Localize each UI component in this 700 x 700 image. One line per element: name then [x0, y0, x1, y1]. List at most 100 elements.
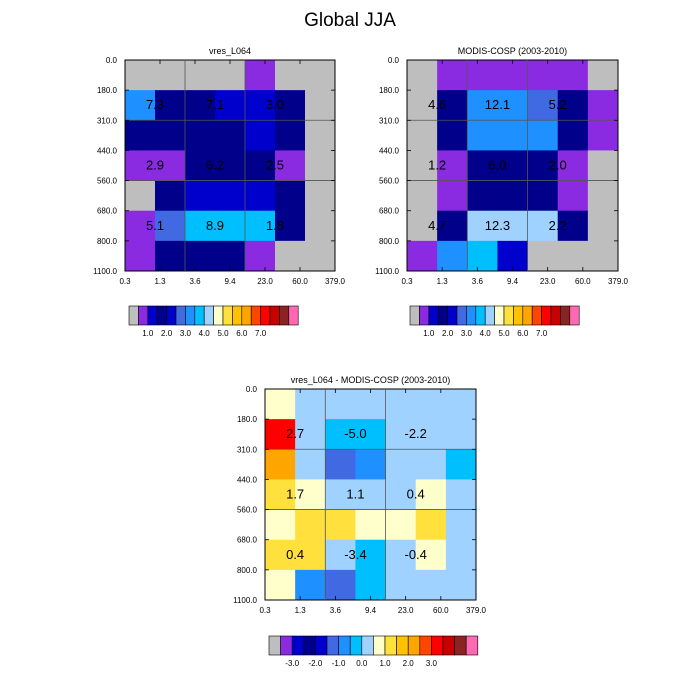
heatmap-cell: [295, 509, 326, 541]
heatmap-cell: [325, 539, 356, 571]
heatmap-cell: [445, 569, 477, 601]
heatmap-cell: [467, 120, 498, 151]
heatmap-cell: [215, 240, 246, 272]
heatmap-cell: [185, 150, 216, 181]
heatmap-cell: [415, 449, 447, 480]
heatmap-cell: [445, 389, 477, 420]
x-tick-label: 3.6: [189, 277, 201, 286]
x-tick-label: 60.0: [433, 606, 449, 615]
colorbar-swatch: [156, 305, 167, 326]
value-label: 7.3: [146, 97, 164, 112]
colorbar-swatch: [396, 635, 409, 656]
colorbar-swatch: [522, 305, 533, 326]
heatmap-cell: [295, 449, 326, 480]
panel-title: vres_L064: [209, 46, 251, 56]
heatmap-cell: [437, 120, 468, 151]
colorbar-swatch: [128, 305, 139, 326]
colorbar-swatch: [203, 305, 214, 326]
x-tick-label: 3.6: [472, 277, 484, 286]
colorbar-swatch: [280, 635, 293, 656]
heatmap-cell: [557, 120, 589, 151]
colorbar-label: -2.0: [309, 659, 323, 668]
value-label: -2.2: [405, 426, 427, 441]
x-tick-label: 379.0: [325, 277, 346, 286]
heatmap-cell: [415, 479, 447, 510]
colorbar-label: 6.0: [236, 329, 248, 338]
heatmap-cell: [305, 180, 336, 212]
heatmap-cell: [445, 449, 477, 480]
heatmap-cell: [527, 90, 559, 121]
colorbar-label: 3.0: [426, 659, 438, 668]
heatmap-cell: [295, 419, 326, 450]
y-tick-label: 0.0: [388, 56, 400, 65]
x-tick-label: 23.0: [540, 277, 556, 286]
heatmap-cell: [185, 60, 216, 91]
heatmap-cell: [325, 569, 356, 601]
heatmap-cell: [215, 90, 246, 121]
colorbar-swatch: [447, 305, 458, 326]
colorbar: 1.0 2.0 3.0 4.0 5.0 6.0 7.0: [128, 305, 299, 338]
heatmap-cell: [557, 180, 589, 212]
heatmap-cell: [497, 150, 528, 181]
value-label: -5.0: [344, 426, 366, 441]
colorbar-swatch: [541, 305, 552, 326]
heatmap-cell: [355, 479, 386, 510]
value-label: 3.0: [266, 97, 284, 112]
colorbar-swatch: [513, 305, 524, 326]
heatmap-cell: [527, 210, 559, 242]
heatmap-cell: [407, 180, 438, 212]
colorbar-swatch: [431, 635, 444, 656]
y-tick-label: 0.0: [106, 56, 118, 65]
heatmap-cell: [275, 60, 306, 91]
x-tick-label: 1.3: [154, 277, 166, 286]
colorbar-swatch: [550, 305, 561, 326]
heatmap-cell: [527, 120, 559, 151]
colorbar-swatch: [419, 305, 430, 326]
y-tick-label: 560.0: [379, 177, 400, 186]
heatmap-cell: [325, 419, 356, 450]
heatmap-cell: [355, 569, 386, 601]
heatmap-cell: [355, 449, 386, 480]
heatmap-cell: [125, 210, 156, 242]
y-tick-label: 0.0: [246, 385, 258, 394]
heatmap-cell: [155, 180, 186, 212]
colorbar-label: 2.0: [161, 329, 173, 338]
heatmap-cell: [497, 60, 528, 91]
colorbar-swatch: [437, 305, 448, 326]
colorbar-swatch: [166, 305, 177, 326]
colorbar-swatch: [466, 305, 477, 326]
heatmap-cell: [325, 389, 356, 420]
heatmap-cell: [125, 60, 156, 91]
heatmap-cell: [125, 240, 156, 272]
colorbar-label: 1.0: [423, 329, 435, 338]
heatmap-cell: [497, 240, 528, 272]
colorbar-swatch: [241, 305, 252, 326]
colorbar-swatch: [361, 635, 374, 656]
heatmap-cell: [587, 60, 619, 91]
colorbar-swatch: [269, 305, 280, 326]
heatmap-cell: [245, 60, 276, 91]
heatmap-cell: [437, 240, 468, 272]
heatmap-cell: [265, 569, 296, 601]
heatmap-cell: [407, 90, 438, 121]
heatmap-cell: [527, 60, 559, 91]
colorbar-label: 4.0: [480, 329, 492, 338]
colorbar-label: 2.0: [403, 659, 415, 668]
colorbar-label: 5.0: [498, 329, 510, 338]
heatmap-cell: [155, 240, 186, 272]
value-label: 2.7: [286, 426, 304, 441]
heatmap-cell: [467, 240, 498, 272]
panel-title: vres_L064 - MODIS-COSP (2003-2010): [291, 375, 450, 385]
colorbar-swatch: [303, 635, 316, 656]
y-tick-label: 310.0: [97, 116, 118, 125]
heatmap-cell: [407, 120, 438, 151]
colorbar-label: -3.0: [285, 659, 299, 668]
heatmap-cell: [385, 509, 417, 541]
colorbar-label: 3.0: [461, 329, 473, 338]
heatmap-cell: [295, 539, 326, 571]
heatmap-cell: [437, 60, 468, 91]
colorbar-swatch: [291, 635, 305, 656]
value-label: 6.2: [206, 158, 224, 173]
heatmap-cell: [587, 240, 619, 272]
y-tick-label: 440.0: [237, 475, 258, 484]
